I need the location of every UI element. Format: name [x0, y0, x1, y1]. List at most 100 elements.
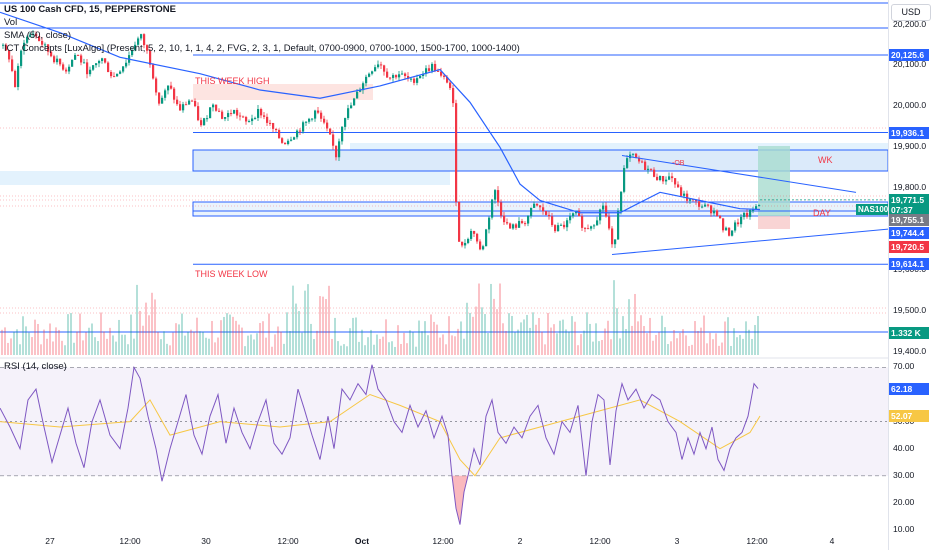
candle-body: [620, 191, 623, 212]
candle-body: [473, 230, 476, 234]
sma-indicator-label[interactable]: SMA (50, close): [4, 30, 72, 41]
volume-bar: [751, 338, 753, 355]
volume-bar: [481, 307, 483, 355]
candle-body: [638, 157, 641, 162]
week-high-label: THIS WEEK HIGH: [195, 76, 270, 86]
candle-body: [296, 130, 299, 138]
nas100-ticker-tag: NAS100: [856, 204, 891, 215]
volume-bar: [682, 329, 684, 355]
volume-bar: [583, 330, 585, 355]
volume-bar: [511, 315, 513, 355]
week-low-label: THIS WEEK LOW: [195, 269, 268, 279]
candle-body: [200, 120, 203, 126]
candle-body: [182, 104, 185, 111]
volume-bar: [496, 309, 498, 355]
candle-body: [11, 59, 14, 71]
volume-bar: [295, 303, 297, 355]
volume-bar: [748, 329, 750, 355]
volume-bar: [706, 343, 708, 355]
candle-body: [713, 210, 716, 214]
candle-body: [32, 33, 35, 35]
candle-body: [458, 201, 461, 242]
time-tick: 30: [201, 536, 211, 546]
candle-body: [476, 233, 479, 242]
candle-body: [14, 70, 17, 88]
candle-body: [428, 68, 431, 71]
volume-bar: [37, 323, 39, 355]
candle-body: [338, 141, 341, 158]
price-tick: 20,100.0: [893, 59, 927, 70]
day-label: DAY: [813, 208, 831, 218]
candle-body: [44, 44, 47, 46]
volume-bar: [739, 334, 741, 355]
volume-bar: [319, 296, 321, 355]
ict-indicator-label[interactable]: ICT Concepts [LuxAlgo] (Present, 5, 2, 1…: [4, 43, 520, 54]
candle-body: [230, 113, 233, 115]
candle-body: [443, 75, 446, 77]
candle-body: [104, 58, 107, 63]
volume-bar: [595, 323, 597, 355]
price-axis[interactable]: [888, 0, 932, 550]
candle-body: [506, 222, 509, 224]
candle-body: [290, 139, 293, 141]
price-label: 20,125.6: [889, 48, 929, 61]
volume-indicator-label[interactable]: Vol: [4, 17, 18, 28]
volume-bar: [553, 324, 555, 355]
candle-body: [29, 34, 32, 37]
volume-bar: [61, 340, 63, 355]
candle-body: [119, 71, 122, 74]
candle-body: [98, 60, 101, 64]
volume-bar: [205, 337, 207, 355]
volume-bar: [487, 333, 489, 355]
volume-bar: [313, 339, 315, 355]
candle-body: [749, 209, 752, 217]
volume-bar: [616, 308, 618, 355]
candle-body: [464, 242, 467, 246]
candle-body: [362, 83, 365, 91]
candle-body: [317, 110, 320, 113]
volume-bar: [337, 341, 339, 355]
candle-body: [215, 104, 218, 111]
candle-body: [80, 55, 83, 63]
candle-body: [494, 190, 497, 200]
volume-bar: [91, 323, 93, 355]
volume-bar: [433, 321, 435, 355]
volume-bar: [220, 320, 222, 355]
candle-body: [95, 63, 98, 66]
volume-bar: [184, 335, 186, 355]
volume-bar: [697, 331, 699, 355]
bearish-ob-zone: [193, 84, 373, 100]
candle-body: [530, 207, 533, 216]
volume-bar: [19, 344, 21, 355]
volume-bar: [724, 321, 726, 355]
volume-bar: [331, 338, 333, 355]
candle-body: [422, 73, 425, 77]
candle-body: [74, 54, 77, 60]
candle-body: [404, 73, 407, 77]
candle-body: [668, 176, 671, 180]
volume-bar: [508, 313, 510, 355]
currency-button[interactable]: USD: [891, 4, 931, 21]
candle-body: [491, 199, 494, 218]
rsi-indicator-label[interactable]: RSI (14, close): [4, 361, 67, 372]
candle-body: [353, 98, 356, 106]
candle-body: [65, 69, 68, 72]
volume-bar: [385, 319, 387, 355]
rsi-tick: 70.00: [893, 361, 915, 372]
volume-bar: [250, 334, 252, 355]
volume-bar: [16, 329, 18, 355]
candle-body: [188, 100, 191, 105]
symbol-title[interactable]: US 100 Cash CFD, 15, PEPPERSTONE: [4, 4, 176, 15]
candle-body: [485, 229, 488, 247]
volume-bar: [592, 341, 594, 355]
volume-bar: [442, 334, 444, 355]
candle-body: [437, 70, 440, 72]
candle-body: [641, 161, 644, 163]
candle-body: [332, 134, 335, 146]
candle-body: [587, 228, 590, 230]
price-label: 19,936.1: [889, 126, 929, 139]
candle-body: [101, 58, 104, 61]
candle-body: [584, 227, 587, 229]
